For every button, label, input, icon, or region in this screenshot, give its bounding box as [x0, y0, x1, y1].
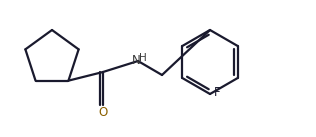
Text: N: N	[132, 54, 140, 66]
Text: H: H	[139, 53, 147, 63]
Text: O: O	[98, 106, 108, 119]
Text: F: F	[214, 85, 220, 99]
